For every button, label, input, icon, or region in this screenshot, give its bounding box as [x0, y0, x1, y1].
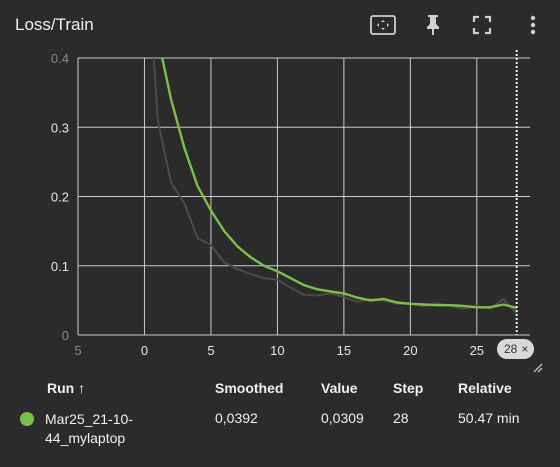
column-header-value[interactable]: Value — [321, 380, 358, 396]
fullscreen-button[interactable] — [467, 10, 497, 40]
card-header: Loss/Train — [0, 0, 560, 50]
step-cursor-label: 28 — [504, 342, 518, 356]
x-tick-label: 0 — [141, 343, 148, 358]
y-tick-label: 0.3 — [51, 120, 69, 135]
raw-value: 0,0309 — [321, 410, 364, 426]
run-name: Mar25_21-10- 44_mylaptop — [45, 410, 195, 448]
run-name-line-1: Mar25_21-10- — [45, 411, 133, 427]
raw-series-line — [152, 58, 518, 315]
x-tick-label: 10 — [270, 343, 284, 358]
fullscreen-icon — [472, 15, 492, 35]
y-tick-label: 0 — [62, 328, 69, 343]
y-tick-label: 0.1 — [51, 259, 69, 274]
pin-button[interactable] — [418, 10, 448, 40]
x-tick-label: 20 — [403, 343, 417, 358]
more-options-button[interactable] — [518, 10, 548, 40]
smoothed-value: 0,0392 — [215, 410, 258, 426]
column-header-run[interactable]: Run ↑ — [47, 380, 86, 396]
smoothed-series-line — [161, 58, 517, 310]
step-cursor-chip[interactable]: 28 × — [497, 339, 535, 359]
more-vert-icon — [530, 15, 536, 35]
fit-domain-button[interactable] — [368, 10, 398, 40]
y-tick-label: 0.4 — [51, 51, 69, 66]
column-header-relative[interactable]: Relative — [458, 380, 512, 396]
step-value: 28 — [393, 410, 409, 426]
column-header-step[interactable]: Step — [393, 380, 424, 396]
x-tick-label: 25 — [470, 343, 484, 358]
column-header-smoothed[interactable]: Smoothed — [215, 380, 284, 396]
close-icon[interactable]: × — [521, 342, 529, 356]
x-tick-label: 15 — [337, 343, 351, 358]
fit-domain-icon — [370, 15, 396, 35]
relative-time: 50.47 min — [458, 410, 520, 426]
run-name-line-2: 44_mylaptop — [45, 430, 126, 446]
resize-handle-icon[interactable] — [532, 362, 544, 374]
y-tick-label: 0.2 — [51, 190, 69, 205]
x-tick-label: 5 — [207, 343, 214, 358]
pin-icon — [427, 15, 439, 35]
card-title: Loss/Train — [15, 15, 94, 34]
x-tick-label: 5 — [74, 343, 81, 358]
run-color-swatch — [20, 412, 34, 426]
